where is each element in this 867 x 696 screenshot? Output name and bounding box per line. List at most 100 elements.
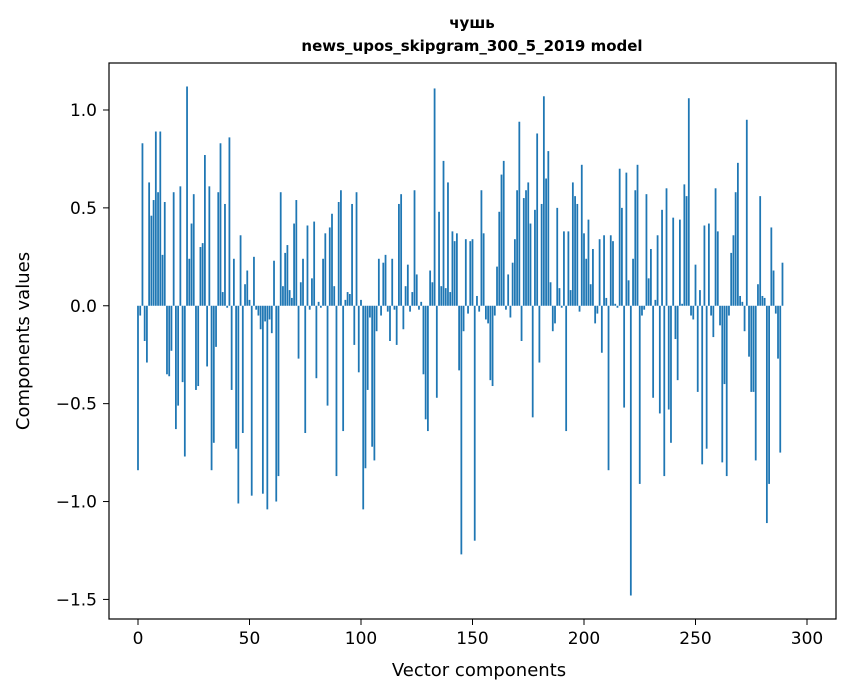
y-tick-label: −1.5 (56, 590, 97, 610)
bar-183 (545, 178, 547, 306)
bar-88 (333, 286, 336, 306)
bar-97 (353, 305, 356, 345)
x-tick-label: 150 (456, 629, 488, 649)
bar-181 (540, 203, 543, 306)
bar-74 (302, 258, 304, 306)
bar-82 (319, 305, 322, 308)
bar-188 (556, 207, 559, 306)
bars-group (137, 86, 784, 596)
bar-289 (781, 262, 784, 306)
bar-167 (509, 305, 512, 318)
bar-49 (246, 270, 249, 306)
bar-263 (723, 305, 726, 385)
chart-title: чушь (449, 14, 495, 32)
bar-278 (757, 284, 759, 306)
bar-287 (777, 305, 779, 359)
bar-233 (656, 235, 659, 306)
bar-243 (679, 219, 681, 306)
bar-258 (712, 305, 715, 338)
bar-63 (277, 305, 280, 477)
bar-17 (175, 305, 177, 430)
bar-16 (172, 192, 175, 306)
bar-196 (574, 196, 576, 306)
bar-35 (215, 305, 217, 347)
bar-218 (623, 305, 626, 408)
bar-223 (634, 190, 637, 306)
bar-221 (629, 305, 632, 596)
bar-204 (592, 248, 594, 306)
bar-229 (647, 278, 650, 306)
bar-47 (241, 305, 244, 434)
bar-207 (598, 239, 601, 306)
bar-94 (346, 292, 349, 306)
bar-197 (576, 203, 579, 306)
bar-138 (444, 288, 447, 306)
bar-262 (721, 305, 724, 463)
bar-120 (404, 286, 407, 306)
bar-154 (480, 190, 483, 306)
bar-72 (297, 305, 300, 359)
bar-271 (741, 301, 744, 306)
bar-141 (451, 231, 454, 306)
bar-189 (558, 288, 561, 306)
bar-179 (536, 133, 539, 306)
bar-127 (420, 301, 423, 306)
bar-7 (152, 200, 155, 306)
bar-96 (351, 203, 353, 306)
bar-149 (469, 241, 472, 306)
bar-81 (317, 301, 320, 306)
bar-44 (235, 305, 237, 449)
bar-240 (672, 217, 675, 306)
bar-115 (393, 305, 396, 310)
bar-50 (248, 299, 251, 306)
bar-13 (166, 305, 168, 375)
x-tick-label: 100 (345, 629, 377, 649)
bar-59 (268, 305, 271, 320)
bar-66 (284, 252, 287, 306)
bar-104 (369, 305, 371, 318)
bar-257 (710, 305, 712, 316)
bar-232 (654, 299, 657, 306)
bar-273 (745, 119, 748, 306)
bar-27 (197, 305, 200, 387)
x-tick-label: 50 (239, 629, 261, 649)
bar-124 (413, 190, 416, 306)
bar-75 (304, 305, 307, 434)
bar-146 (462, 305, 465, 332)
bar-159 (491, 305, 494, 387)
bar-113 (389, 305, 391, 341)
bar-108 (377, 258, 380, 306)
bar-31 (206, 305, 209, 367)
bar-178 (534, 209, 536, 306)
x-tick-label: 0 (133, 629, 144, 649)
bar-87 (331, 213, 333, 306)
bar-99 (357, 305, 360, 373)
bar-191 (563, 231, 565, 306)
bar-270 (739, 295, 741, 306)
bar-103 (366, 305, 369, 390)
plot-frame (108, 62, 837, 620)
bar-106 (373, 305, 376, 461)
bar-285 (772, 270, 775, 306)
bar-276 (752, 305, 755, 392)
bar-14 (168, 305, 171, 377)
bar-51 (250, 305, 253, 496)
x-tick-label: 300 (791, 629, 823, 649)
bar-25 (192, 194, 195, 306)
bar-143 (456, 233, 458, 306)
bar-68 (288, 290, 291, 306)
bar-140 (449, 292, 452, 306)
bar-213 (612, 241, 614, 306)
y-tick-label: 0.5 (70, 199, 97, 219)
bar-205 (594, 305, 597, 324)
bar-214 (614, 303, 617, 306)
bar-174 (525, 190, 527, 306)
bar-56 (261, 305, 264, 494)
bar-227 (643, 305, 646, 310)
bar-288 (779, 305, 782, 453)
bar-245 (683, 184, 686, 306)
bar-150 (471, 239, 474, 306)
bar-73 (299, 282, 302, 306)
bar-78 (311, 278, 313, 306)
